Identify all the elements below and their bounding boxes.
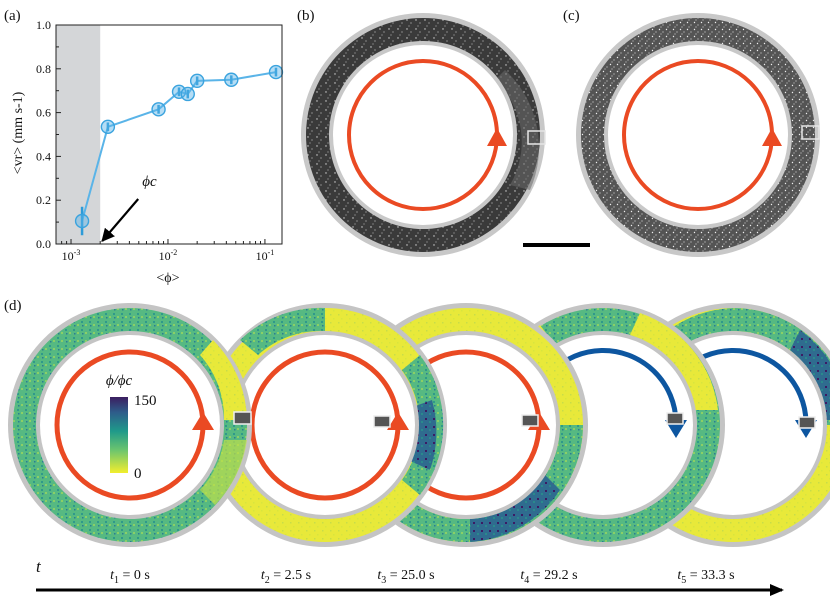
data-points — [74, 64, 284, 229]
flow-arrow-up-icon — [762, 128, 782, 146]
data-point — [100, 119, 116, 135]
bright-cluster — [495, 70, 540, 190]
x-ticks: 10-3 10-2 10-1 — [61, 239, 275, 263]
photo-ring-c — [576, 13, 820, 257]
series-line — [81, 71, 277, 222]
data-point — [74, 213, 90, 229]
time-arrow-head-icon — [770, 584, 784, 596]
y-tick-label: 0.4 — [36, 149, 51, 163]
data-point — [151, 102, 166, 117]
density-ring-1 — [8, 303, 252, 547]
y-axis-label: <vr> (mm s-1) — [11, 91, 26, 174]
y-ticks: 0.0 0.2 0.4 0.6 0.8 1.0 — [36, 18, 61, 251]
chart-panel-a: 0.0 0.2 0.4 0.6 0.8 1.0 10-3 10-2 10-1 ϕc <ϕ> <… — [11, 18, 284, 286]
x-tick-label: 10-2 — [159, 248, 178, 263]
time-label: t3 = 25.0 s — [377, 568, 434, 586]
x-tick-label: 10-1 — [256, 248, 275, 263]
y-tick-label: 0.8 — [36, 62, 51, 76]
ring-center — [608, 45, 788, 225]
panel-label-a: (a) — [4, 8, 21, 24]
data-point — [171, 84, 187, 99]
plot-frame — [55, 24, 283, 245]
data-point — [268, 64, 284, 80]
y-tick-label: 1.0 — [36, 18, 51, 32]
colorbar-gradient — [110, 397, 128, 473]
panel-label-d: (d) — [4, 298, 22, 314]
time-label: t5 = 33.3 s — [677, 568, 734, 586]
colorbar-max: 150 — [134, 393, 157, 409]
colorbar: ϕ/ϕc 150 0 — [106, 373, 157, 482]
phi-c-annotation: ϕc — [142, 174, 157, 190]
panel-label-b: (b) — [297, 8, 315, 24]
shaded-region — [56, 25, 101, 244]
data-point — [180, 86, 195, 102]
colorbar-label: ϕ/ϕc — [106, 373, 133, 389]
y-tick-label: 0.6 — [36, 106, 51, 120]
density-ring-2 — [203, 303, 447, 547]
flow-arrow-up-icon — [192, 412, 214, 430]
flow-arrow-up-icon — [487, 128, 507, 146]
error-bars — [80, 67, 278, 236]
time-label: t4 = 29.2 s — [520, 568, 577, 586]
photo-ring-b — [301, 13, 546, 257]
observation-window — [801, 125, 820, 140]
y-tick-label: 0.2 — [36, 193, 51, 207]
x-tick-label: 10-3 — [62, 248, 81, 263]
time-labels: t1 = 0 s t2 = 2.5 s t3 = 25.0 s t4 = 29.2 s… — [110, 568, 734, 586]
colorbar-min: 0 — [134, 466, 142, 482]
ring-center — [333, 45, 513, 225]
y-tick-label: 0.0 — [36, 237, 51, 251]
data-point — [224, 72, 239, 87]
time-label: t1 = 0 s — [110, 568, 150, 586]
time-label: t2 = 2.5 s — [261, 568, 311, 586]
flow-arrow-up-icon — [387, 412, 409, 430]
panel-label-c: (c) — [563, 8, 580, 24]
observation-window — [527, 130, 546, 145]
x-axis-label: <ϕ> — [156, 271, 179, 286]
time-axis-label: t — [36, 557, 42, 576]
data-point — [189, 73, 205, 89]
phi-c-arrow — [101, 198, 140, 243]
